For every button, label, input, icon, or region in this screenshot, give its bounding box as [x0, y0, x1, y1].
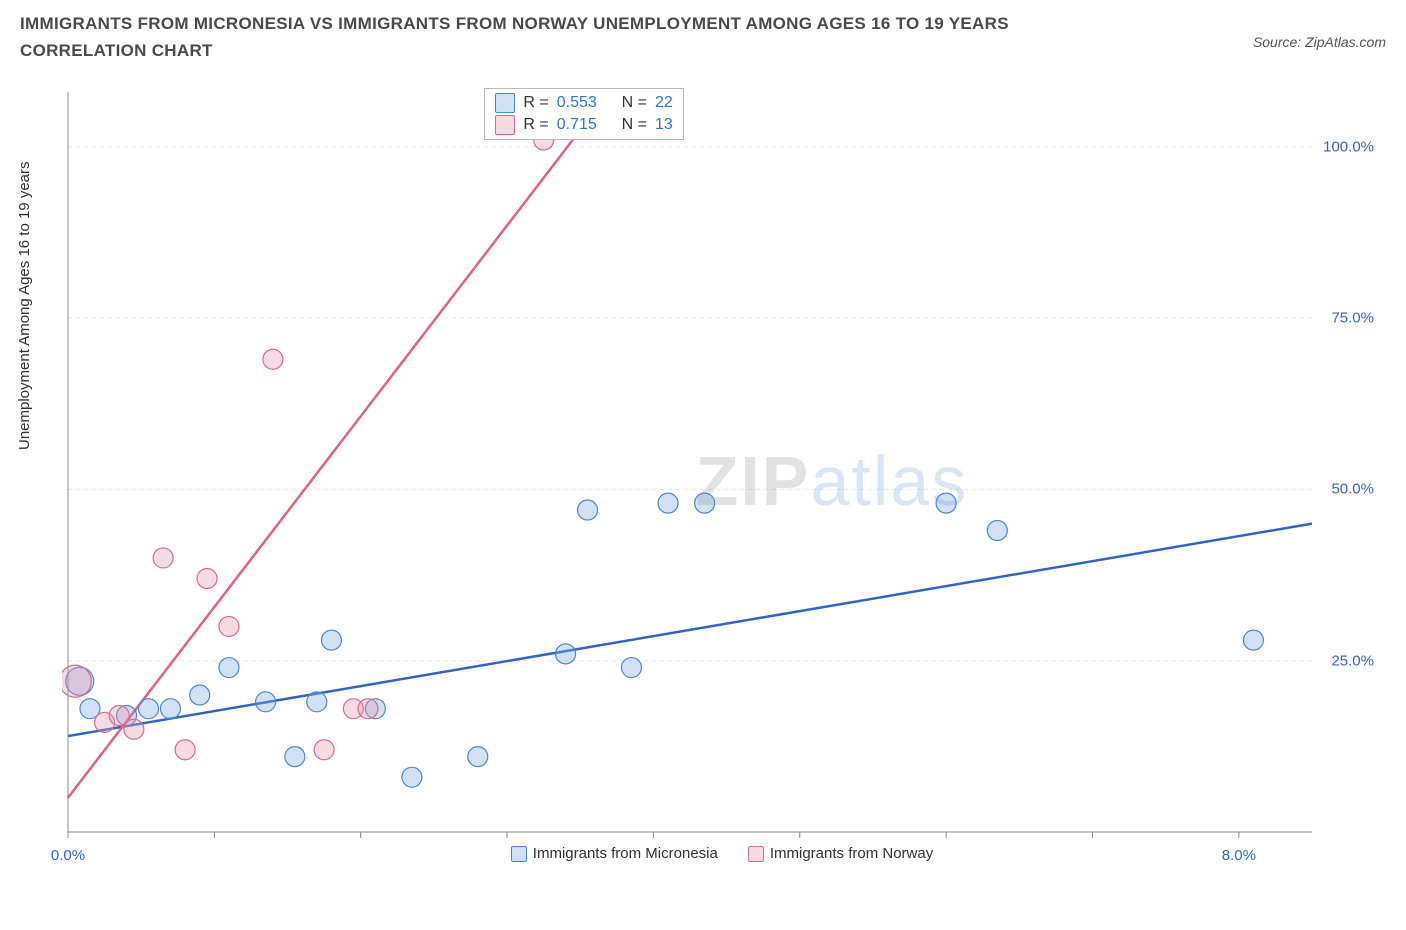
chart-source: Source: ZipAtlas.com — [1253, 10, 1386, 50]
stats-swatch-norway — [495, 115, 515, 135]
chart-area: ZIPatlas R =0.553 N =22R =0.715 N =13 25… — [62, 82, 1382, 862]
legend-label-norway: Immigrants from Norway — [770, 845, 933, 862]
stats-row-norway: R =0.715 N =13 — [495, 115, 672, 135]
y-tick-label: 25.0% — [1331, 652, 1374, 669]
y-axis-label: Unemployment Among Ages 16 to 19 years — [16, 161, 33, 450]
legend-swatch-micronesia — [511, 846, 527, 862]
y-tick-label: 50.0% — [1331, 481, 1374, 498]
legend: Immigrants from Micronesia Immigrants fro… — [62, 845, 1382, 862]
correlation-stats-box: R =0.553 N =22R =0.715 N =13 — [484, 88, 683, 140]
legend-item-norway: Immigrants from Norway — [748, 845, 933, 862]
stats-swatch-micronesia — [495, 93, 515, 113]
stats-row-micronesia: R =0.553 N =22 — [495, 93, 672, 113]
legend-label-micronesia: Immigrants from Micronesia — [533, 845, 718, 862]
chart-header: IMMIGRANTS FROM MICRONESIA VS IMMIGRANTS… — [0, 0, 1406, 64]
y-tick-label: 75.0% — [1331, 310, 1374, 327]
scatter-plot — [62, 82, 1382, 862]
chart-title: IMMIGRANTS FROM MICRONESIA VS IMMIGRANTS… — [20, 10, 1120, 64]
legend-swatch-norway — [748, 846, 764, 862]
y-tick-label: 100.0% — [1323, 138, 1374, 155]
legend-item-micronesia: Immigrants from Micronesia — [511, 845, 718, 862]
